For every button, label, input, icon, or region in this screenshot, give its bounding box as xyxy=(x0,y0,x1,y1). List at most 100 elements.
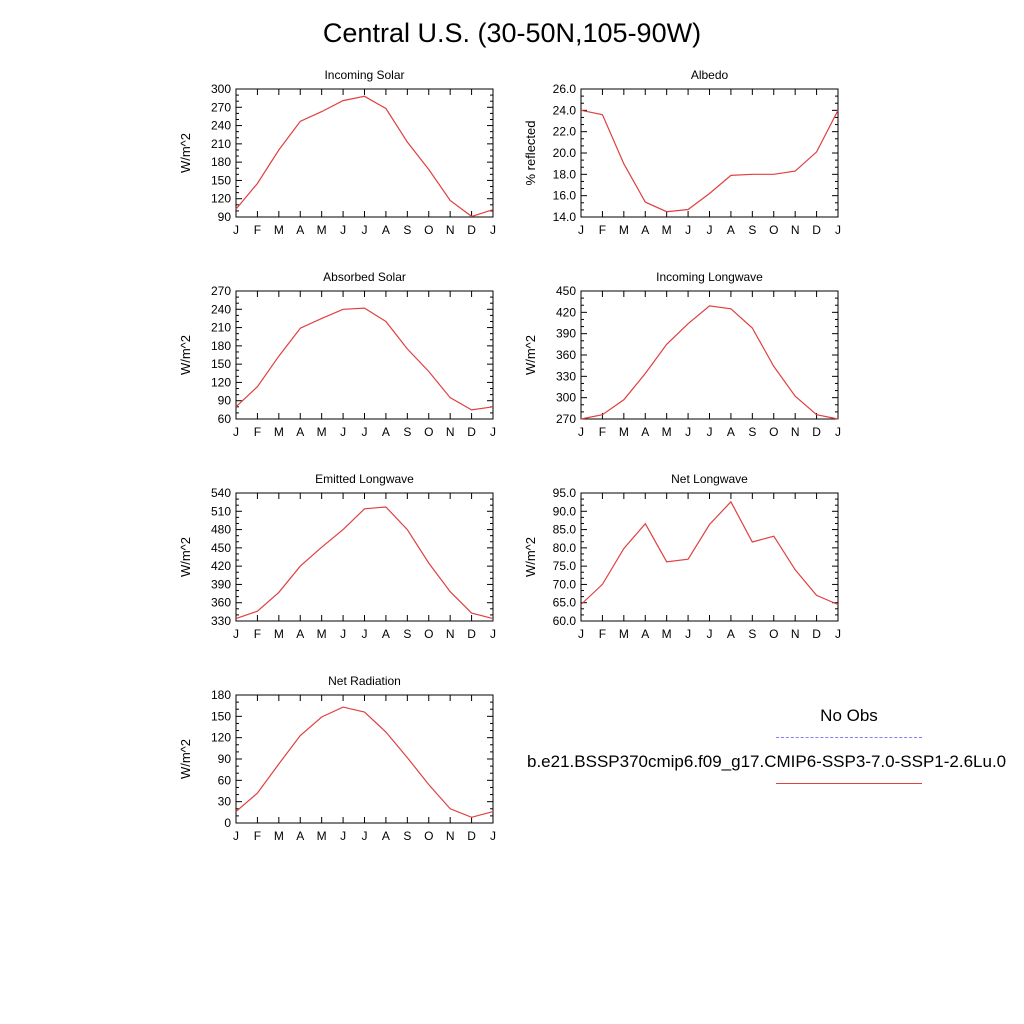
x-tick-label: J xyxy=(490,223,496,237)
x-tick-label: M xyxy=(662,425,672,439)
x-tick-label: S xyxy=(403,627,411,641)
x-tick-label: A xyxy=(641,223,649,237)
x-tick-label: M xyxy=(274,829,284,843)
x-tick-label: A xyxy=(382,223,390,237)
x-tick-label: A xyxy=(296,627,304,641)
figure-title: Central U.S. (30-50N,105-90W) xyxy=(322,18,702,48)
panel-title: Incoming Longwave xyxy=(656,270,763,284)
y-tick-label: 360 xyxy=(211,596,231,610)
x-tick-label: J xyxy=(835,425,841,439)
y-axis-label: W/m^2 xyxy=(178,133,193,173)
y-tick-label: 480 xyxy=(211,523,231,537)
plot-frame xyxy=(235,88,494,218)
x-tick-label: N xyxy=(446,425,455,439)
x-tick-label: A xyxy=(296,223,304,237)
x-tick-label: J xyxy=(490,425,496,439)
x-tick-label: J xyxy=(362,829,368,843)
x-tick-label: A xyxy=(641,425,649,439)
series-line xyxy=(235,95,494,218)
series-line xyxy=(580,500,839,606)
x-tick-label: F xyxy=(254,829,261,843)
panel-4: Incoming Longwave 270 300 330 360 390 420 450 J F… xyxy=(523,270,841,439)
x-tick-label: D xyxy=(812,425,821,439)
y-tick-label: 65.0 xyxy=(553,596,577,610)
y-tick-label: 330 xyxy=(556,369,576,383)
x-tick-label: O xyxy=(424,829,433,843)
y-tick-label: 180 xyxy=(211,688,231,702)
x-tick-label: J xyxy=(490,627,496,641)
x-tick-label: M xyxy=(274,223,284,237)
x-tick-label: J xyxy=(835,627,841,641)
y-tick-label: 24.0 xyxy=(553,103,577,117)
x-tick-label: A xyxy=(382,425,390,439)
x-tick-label: M xyxy=(317,829,327,843)
x-tick-label: S xyxy=(403,829,411,843)
panel-title: Absorbed Solar xyxy=(323,270,406,284)
legend-obs-label: No Obs xyxy=(820,706,878,725)
x-tick-label: J xyxy=(362,425,368,439)
legend-model-label: b.e21.BSSP370cmip6.f09_g17.CMIP6-SSP3-7.… xyxy=(527,752,1007,771)
y-tick-label: 80.0 xyxy=(553,541,577,555)
x-tick-label: J xyxy=(340,627,346,641)
x-tick-label: J xyxy=(685,627,691,641)
x-tick-label: M xyxy=(317,425,327,439)
x-tick-label: S xyxy=(403,223,411,237)
x-tick-label: J xyxy=(707,425,713,439)
x-tick-label: M xyxy=(619,425,629,439)
y-tick-label: 70.0 xyxy=(553,577,577,591)
plot-frame xyxy=(235,694,494,824)
y-tick-label: 0 xyxy=(224,816,231,830)
y-tick-label: 360 xyxy=(556,348,576,362)
panel-title: Incoming Solar xyxy=(324,68,404,82)
y-tick-label: 270 xyxy=(211,100,231,114)
x-tick-label: F xyxy=(599,223,606,237)
y-tick-label: 210 xyxy=(211,321,231,335)
series-line xyxy=(580,305,839,420)
panel-title: Emitted Longwave xyxy=(315,472,414,486)
x-tick-label: D xyxy=(812,627,821,641)
x-tick-label: S xyxy=(748,627,756,641)
x-tick-label: M xyxy=(317,627,327,641)
x-tick-label: O xyxy=(769,627,778,641)
x-tick-label: M xyxy=(274,425,284,439)
x-tick-label: J xyxy=(685,425,691,439)
x-tick-label: A xyxy=(727,627,735,641)
y-tick-label: 90.0 xyxy=(553,504,577,518)
y-tick-label: 330 xyxy=(211,614,231,628)
panel-6: Net Longwave 60.0 65.0 70.0 75.0 80.0 85.0 90.0… xyxy=(523,472,841,641)
y-tick-label: 22.0 xyxy=(553,125,577,139)
y-tick-label: 16.0 xyxy=(553,189,577,203)
x-tick-label: A xyxy=(641,627,649,641)
y-tick-label: 120 xyxy=(211,731,231,745)
y-tick-label: 450 xyxy=(211,541,231,555)
y-axis-label: W/m^2 xyxy=(178,537,193,577)
y-tick-label: 150 xyxy=(211,709,231,723)
y-tick-label: 450 xyxy=(556,284,576,298)
y-tick-label: 60 xyxy=(218,412,232,426)
panel-5: Emitted Longwave 330 360 390 420 450 480 510 540… xyxy=(178,472,496,641)
x-tick-label: J xyxy=(340,425,346,439)
x-tick-label: M xyxy=(662,627,672,641)
series-line xyxy=(235,706,494,818)
y-tick-label: 300 xyxy=(556,391,576,405)
y-tick-label: 26.0 xyxy=(553,82,577,96)
y-axis-label: W/m^2 xyxy=(523,537,538,577)
y-tick-label: 510 xyxy=(211,504,231,518)
x-tick-label: N xyxy=(446,223,455,237)
x-tick-label: J xyxy=(233,627,239,641)
x-tick-label: A xyxy=(727,223,735,237)
x-tick-label: A xyxy=(296,425,304,439)
y-tick-label: 420 xyxy=(556,305,576,319)
y-tick-label: 60.0 xyxy=(553,614,577,628)
x-tick-label: D xyxy=(467,223,476,237)
x-tick-label: J xyxy=(578,223,584,237)
y-tick-label: 95.0 xyxy=(553,486,577,500)
legend-model-line xyxy=(776,783,922,784)
x-tick-label: A xyxy=(382,829,390,843)
x-tick-label: J xyxy=(707,627,713,641)
x-tick-label: D xyxy=(467,627,476,641)
x-tick-label: J xyxy=(685,223,691,237)
x-tick-label: N xyxy=(791,627,800,641)
x-tick-label: A xyxy=(296,829,304,843)
